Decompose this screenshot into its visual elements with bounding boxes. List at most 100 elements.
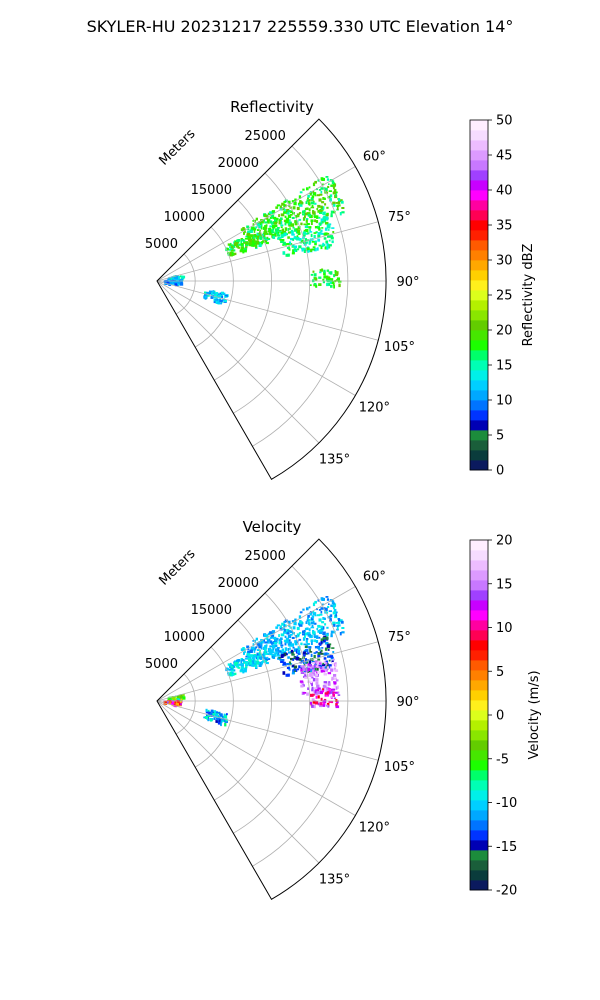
velocity-range-ring: [214, 619, 272, 801]
velocity-echo-gate: [287, 648, 290, 651]
reflectivity-colorbar-segment: [470, 270, 488, 281]
velocity-echo-gate: [313, 654, 316, 658]
velocity-echo-gate: [307, 664, 311, 668]
reflectivity-echo-gate: [244, 247, 247, 250]
velocity-range-label: Meters: [157, 546, 199, 588]
velocity-echo-gate: [337, 685, 339, 689]
reflectivity-azimuth-tick-label: 75°: [388, 210, 411, 225]
velocity-echo-gate: [327, 616, 331, 619]
velocity-echo-gate: [330, 604, 333, 607]
velocity-echo-gate: [322, 636, 326, 640]
velocity-echo-gate: [317, 624, 321, 628]
velocity-echo-gate: [321, 664, 324, 667]
reflectivity-echo-gate: [180, 275, 182, 278]
reflectivity-colorbar-segment: [470, 440, 488, 451]
velocity-colorbar-tick-label: 0: [496, 709, 504, 724]
velocity-echo-gate: [286, 663, 290, 665]
reflectivity-echo-gate: [308, 186, 311, 189]
reflectivity-echo-gate: [302, 234, 306, 237]
velocity-echo-gate: [272, 636, 277, 640]
velocity-echo-gate: [209, 712, 213, 716]
velocity-echo-gate: [174, 701, 177, 705]
reflectivity-echo-gate: [291, 233, 295, 236]
velocity-colorbar-segment: [470, 690, 488, 701]
reflectivity-echo-gate: [319, 271, 322, 274]
reflectivity-echo-gate: [332, 282, 335, 286]
velocity-echo-gate: [332, 658, 335, 661]
velocity-echo-gate: [327, 682, 331, 686]
velocity-echo-gate: [321, 647, 324, 649]
velocity-echo-gate: [310, 668, 313, 672]
reflectivity-echo-gate: [313, 232, 317, 234]
velocity-echo-gate: [315, 678, 319, 682]
velocity-echo-region: [299, 658, 340, 696]
velocity-echo-gate: [324, 639, 326, 642]
velocity-echo-gate: [304, 658, 307, 662]
velocity-echo-gate: [325, 692, 329, 695]
reflectivity-range-ring: [252, 145, 349, 447]
reflectivity-echo-gate: [314, 180, 317, 184]
reflectivity-echo-gate: [283, 203, 286, 207]
velocity-echo-gate: [309, 701, 313, 705]
velocity-colorbar-segment: [470, 560, 488, 571]
velocity-echo-gate: [283, 650, 287, 654]
reflectivity-echo-gate: [249, 230, 253, 233]
velocity-echo-gate: [320, 638, 324, 641]
velocity-echo-gate: [330, 695, 333, 699]
velocity-range-tick-label: 20000: [218, 576, 259, 591]
velocity-echo-gate: [319, 666, 323, 670]
velocity-echo-gate: [224, 722, 227, 727]
reflectivity-echo-gate: [276, 217, 279, 221]
velocity-echo-gate: [278, 657, 282, 659]
velocity-echo-gate: [172, 696, 176, 701]
reflectivity-colorbar-segment: [470, 360, 488, 371]
reflectivity-echo-gate: [328, 183, 330, 185]
reflectivity-echo-gate: [335, 202, 339, 204]
reflectivity-echo-gate: [285, 253, 289, 257]
reflectivity-echo-gate: [302, 210, 306, 214]
velocity-echo-gate: [272, 644, 276, 649]
reflectivity-echo-gate: [311, 241, 315, 243]
reflectivity-colorbar-segment: [470, 460, 488, 471]
velocity-echo-gate: [302, 654, 306, 657]
reflectivity-echo-gate: [327, 235, 330, 238]
velocity-echo-gate: [247, 650, 250, 653]
velocity-echo-gate: [232, 669, 236, 672]
reflectivity-echo-gate: [313, 283, 316, 285]
reflectivity-echo-gate: [247, 237, 251, 240]
velocity-echo-gate: [303, 669, 306, 673]
reflectivity-echo-gate: [319, 231, 322, 234]
reflectivity-echo-gate: [292, 249, 295, 253]
reflectivity-echo-gate: [262, 236, 266, 240]
velocity-echo-gate: [227, 663, 231, 666]
reflectivity-echo-gate: [283, 219, 287, 222]
reflectivity-echo-gate: [318, 276, 322, 279]
reflectivity-echo-gate: [338, 283, 341, 288]
reflectivity-echo-gate: [336, 271, 339, 275]
velocity-echo-gate: [280, 646, 283, 648]
reflectivity-echo-gate: [276, 204, 281, 207]
reflectivity-echo-gate: [216, 301, 220, 304]
reflectivity-echo-gate: [283, 201, 286, 203]
velocity-echo-gate: [297, 646, 301, 649]
reflectivity-echo-gate: [181, 275, 186, 279]
velocity-echo-gate: [294, 669, 296, 672]
velocity-echo-gate: [313, 687, 317, 690]
reflectivity-echo-gate: [264, 221, 268, 224]
velocity-echo-gate: [332, 651, 335, 654]
reflectivity-echo-gate: [314, 194, 317, 197]
reflectivity-echo-gate: [276, 234, 281, 237]
reflectivity-echo-gate: [176, 278, 180, 281]
reflectivity-echo-gate: [320, 205, 323, 209]
velocity-echo-gate: [180, 694, 183, 696]
velocity-colorbar-segment: [470, 850, 488, 861]
velocity-echo-gate: [317, 660, 321, 663]
velocity-echo-gate: [271, 651, 275, 654]
reflectivity-echo-gate: [331, 281, 335, 285]
reflectivity-echo-gate: [252, 220, 255, 222]
reflectivity-echo-gate: [255, 226, 258, 229]
velocity-echo-gate: [319, 630, 323, 634]
velocity-echo-gate: [312, 612, 317, 615]
reflectivity-echo-gate: [285, 220, 289, 224]
velocity-echo-gate: [242, 647, 245, 650]
